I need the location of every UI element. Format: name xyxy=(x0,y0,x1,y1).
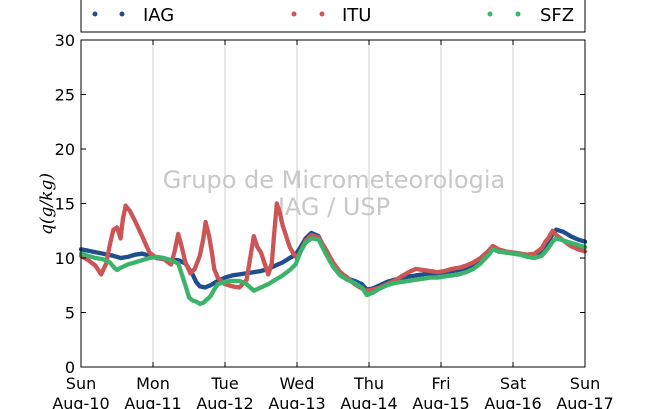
watermark-line-1: Grupo de Micrometeorologia xyxy=(163,166,505,194)
x-tick-label-date: Aug-14 xyxy=(340,394,397,409)
y-tick-label: 30 xyxy=(55,31,75,50)
x-tick-label-day: Thu xyxy=(353,374,384,393)
x-tick-label-date: Aug-12 xyxy=(196,394,253,409)
watermark: Grupo de Micrometeorologia IAG / USP xyxy=(163,166,505,221)
legend-marker xyxy=(92,11,98,17)
x-tick-label-day: Fri xyxy=(431,374,450,393)
legend-box xyxy=(80,0,586,33)
x-tick-label-day: Tue xyxy=(210,374,238,393)
x-tick-label-date: Aug-17 xyxy=(556,394,613,409)
y-tick-label: 20 xyxy=(55,140,75,159)
legend-label: SFZ xyxy=(540,5,574,26)
series-sfz xyxy=(78,236,588,306)
watermark-line-2: IAG / USP xyxy=(278,193,390,221)
legend-marker xyxy=(291,11,297,17)
legend-marker xyxy=(487,11,493,17)
series-layer xyxy=(78,201,588,306)
legend-item-iag: IAG xyxy=(92,5,174,26)
x-tick-label-date: Aug-15 xyxy=(412,394,469,409)
y-tick-label: 5 xyxy=(65,304,75,323)
legend: IAG ITU SFZ xyxy=(80,0,586,33)
x-tick-label-day: Sun xyxy=(66,374,96,393)
x-tick-label-day: Sat xyxy=(500,374,526,393)
y-tick-label: 10 xyxy=(55,249,75,268)
x-tick-label-day: Mon xyxy=(136,374,170,393)
y-tick-label: 25 xyxy=(55,86,75,105)
y-axis-label: q(g/kg) xyxy=(37,173,57,235)
legend-item-sfz: SFZ xyxy=(487,5,574,26)
series-itu xyxy=(78,201,588,293)
legend-item-itu: ITU xyxy=(291,5,371,26)
grid-lines xyxy=(152,40,514,367)
x-tick-label-day: Sun xyxy=(570,374,600,393)
x-tick-label-date: Aug-10 xyxy=(52,394,109,409)
axis-ticks: SunAug-10MonAug-11TueAug-12WedAug-13ThuA… xyxy=(52,31,613,409)
legend-label: ITU xyxy=(342,5,371,26)
x-tick-label-date: Aug-11 xyxy=(124,394,181,409)
x-tick-label-date: Aug-13 xyxy=(268,394,325,409)
legend-marker xyxy=(515,11,521,17)
x-tick-label-day: Wed xyxy=(280,374,315,393)
x-tick-label-date: Aug-16 xyxy=(484,394,541,409)
y-tick-label: 15 xyxy=(55,195,75,214)
y-tick-label: 0 xyxy=(65,358,75,377)
legend-marker xyxy=(319,11,325,17)
legend-label: IAG xyxy=(143,5,174,26)
legend-marker xyxy=(119,11,125,17)
